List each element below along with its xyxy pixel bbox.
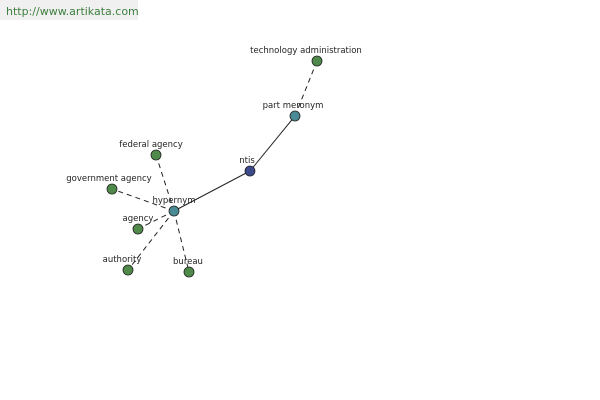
edge bbox=[127, 210, 175, 271]
node[interactable] bbox=[311, 55, 323, 67]
edge bbox=[173, 210, 190, 273]
edge bbox=[111, 188, 175, 212]
node-label: agency bbox=[123, 214, 154, 224]
node[interactable] bbox=[150, 149, 162, 161]
node-label: federal agency bbox=[119, 140, 183, 150]
node[interactable] bbox=[168, 205, 180, 217]
node[interactable] bbox=[106, 183, 118, 195]
url-text[interactable]: http://www.artikata.com bbox=[6, 5, 139, 18]
node-label: part meronym bbox=[263, 101, 324, 111]
edge bbox=[294, 60, 318, 117]
node[interactable] bbox=[244, 165, 256, 177]
node-label: authority bbox=[103, 255, 142, 265]
edge bbox=[173, 170, 251, 212]
node[interactable] bbox=[132, 223, 144, 235]
edge bbox=[155, 154, 175, 212]
node[interactable] bbox=[183, 266, 195, 278]
edge bbox=[249, 115, 296, 172]
node-label: hypernym bbox=[152, 196, 195, 206]
node-label: bureau bbox=[173, 257, 203, 267]
url-banner bbox=[0, 0, 138, 20]
node-label: ntis bbox=[239, 156, 255, 166]
node[interactable] bbox=[122, 264, 134, 276]
nodes bbox=[106, 55, 323, 278]
node-label: government agency bbox=[66, 174, 151, 184]
edges bbox=[111, 60, 318, 273]
node[interactable] bbox=[289, 110, 301, 122]
edge bbox=[137, 210, 175, 230]
node-label: technology administration bbox=[250, 46, 362, 56]
labels: ntis part meronym technology administrat… bbox=[66, 46, 362, 267]
